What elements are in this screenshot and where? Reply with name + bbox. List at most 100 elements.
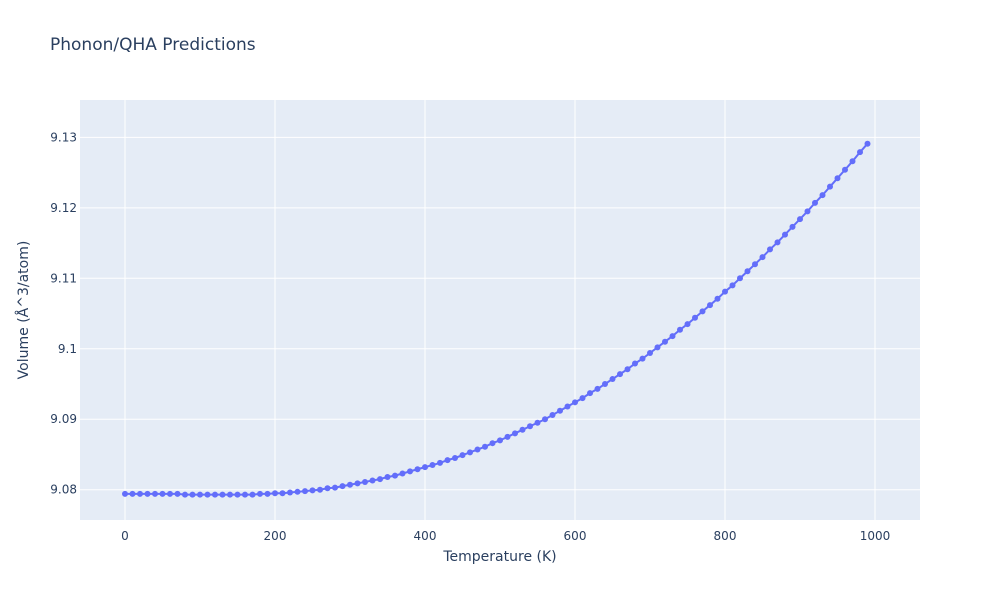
- data-point: [362, 478, 368, 485]
- x-gridlines: [124, 100, 876, 520]
- data-point: [504, 433, 511, 440]
- data-point: [429, 462, 436, 469]
- data-point: [129, 490, 136, 497]
- data-point: [264, 490, 271, 497]
- y-tick-label: 9.11: [50, 271, 77, 285]
- data-point: [234, 491, 241, 498]
- data-point: [797, 216, 803, 223]
- data-point: [219, 491, 226, 498]
- data-point: [527, 423, 533, 430]
- data-point: [317, 486, 323, 493]
- data-point: [152, 490, 158, 497]
- data-point: [519, 426, 526, 433]
- data-point: [827, 183, 833, 190]
- data-point: [452, 454, 458, 461]
- data-point: [354, 480, 361, 487]
- data-point: [834, 175, 841, 182]
- data-point: [662, 338, 668, 345]
- data-point: [144, 490, 151, 497]
- data-point: [639, 355, 646, 362]
- plot-area: [80, 100, 920, 520]
- data-point: [422, 464, 428, 471]
- data-point: [437, 459, 443, 466]
- data-point: [249, 491, 256, 498]
- data-point: [384, 474, 391, 481]
- data-point: [174, 490, 181, 497]
- data-point: [819, 192, 826, 199]
- data-point: [459, 452, 466, 459]
- data-point: [617, 371, 623, 378]
- data-point: [729, 282, 736, 289]
- y-tick-label: 9.09: [50, 412, 77, 426]
- data-point: [377, 476, 383, 483]
- data-point: [542, 416, 548, 423]
- data-point: [579, 395, 586, 402]
- data-point: [594, 385, 601, 392]
- data-point: [714, 295, 721, 302]
- data-point: [752, 261, 758, 268]
- x-tick-label: 1000: [860, 529, 891, 543]
- x-tick-label: 400: [414, 529, 437, 543]
- data-point: [204, 491, 211, 498]
- data-point: [279, 490, 286, 497]
- data-point: [744, 268, 751, 275]
- data-point: [647, 349, 653, 356]
- data-point: [857, 149, 863, 156]
- series-line: [125, 143, 869, 496]
- data-point: [189, 491, 196, 498]
- y-tick-label: 9.1: [58, 342, 77, 356]
- data-point: [294, 488, 301, 495]
- y-gridlines: [80, 136, 920, 491]
- data-point: [369, 477, 376, 484]
- data-point: [392, 472, 398, 479]
- data-point: [399, 470, 406, 477]
- data-point: [684, 321, 691, 328]
- data-point: [804, 208, 811, 215]
- data-point: [324, 485, 331, 492]
- y-axis-label: Volume (Å^3/atom): [15, 241, 32, 380]
- x-tick-labels: 0 200 400 600 800 1000: [121, 529, 890, 543]
- data-point: [737, 275, 743, 282]
- data-point: [707, 302, 713, 309]
- data-point: [257, 490, 263, 497]
- data-point: [302, 488, 308, 495]
- data-point: [549, 412, 556, 418]
- data-point: [167, 490, 173, 497]
- data-point: [407, 468, 413, 475]
- data-point: [602, 380, 608, 387]
- x-tick-label: 200: [264, 529, 287, 543]
- data-point: [137, 490, 143, 497]
- data-point: [467, 449, 473, 456]
- x-axis-label: Temperature (K): [442, 549, 556, 565]
- y-tick-labels: 9.08 9.09 9.1 9.11 9.12 9.13: [50, 130, 77, 496]
- data-point: [159, 490, 166, 497]
- data-point: [482, 443, 488, 450]
- data-point: [722, 288, 728, 295]
- data-point: [699, 308, 706, 315]
- data-point: [587, 390, 593, 397]
- y-tick-label: 9.13: [50, 130, 77, 144]
- data-point: [774, 239, 781, 246]
- data-point: [474, 446, 481, 453]
- data-point: [497, 437, 503, 444]
- data-point: [624, 366, 631, 373]
- data-point: [339, 483, 346, 490]
- data-point: [572, 399, 578, 406]
- data-point: [122, 490, 128, 497]
- data-point: [197, 491, 203, 498]
- data-point: [212, 491, 218, 498]
- data-point: [609, 376, 616, 383]
- data-point: [227, 491, 233, 498]
- x-tick-label: 800: [714, 529, 737, 543]
- data-point: [849, 158, 856, 165]
- y-tick-label: 9.12: [50, 201, 77, 215]
- data-point: [309, 487, 316, 494]
- data-point: [789, 223, 796, 230]
- series-layer: [122, 140, 871, 498]
- data-point: [182, 491, 188, 498]
- data-point: [242, 491, 248, 498]
- y-tick-label: 9.08: [50, 483, 77, 497]
- data-point: [564, 403, 571, 410]
